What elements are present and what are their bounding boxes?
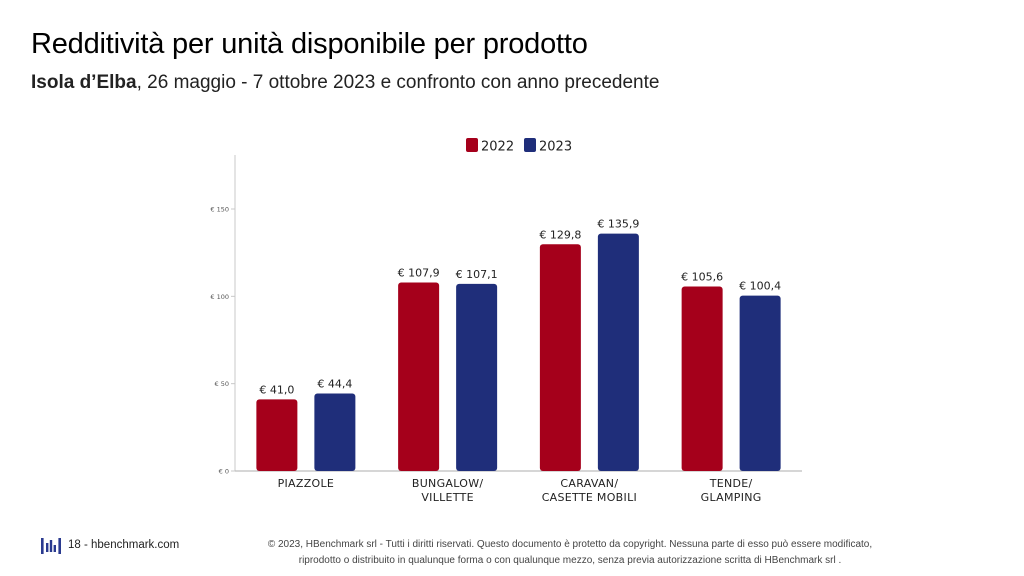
bar-2022-2	[539, 244, 581, 471]
copyright-line-2: riprodotto o distribuito in qualunque fo…	[298, 555, 842, 566]
x-tick-label: CARAVAN/	[560, 477, 618, 490]
copyright-line-1: © 2023, HBenchmark srl - Tutti i diritti…	[267, 539, 873, 550]
y-tick-label: € 50	[215, 380, 229, 388]
data-label: € 107,9	[398, 267, 440, 280]
bar-2022-3	[681, 286, 723, 471]
data-label: € 105,6	[681, 271, 723, 284]
hbenchmark-logo-icon	[41, 538, 61, 554]
subtitle-period: , 26 maggio - 7 ottobre 2023 e confronto…	[136, 72, 660, 93]
x-tick-label: GLAMPING	[701, 491, 762, 504]
subtitle-location: Isola d’Elba	[31, 72, 137, 93]
bar-2023-3	[739, 295, 781, 471]
bar-2022-0	[256, 399, 298, 471]
footer-copyright: © 2023, HBenchmark srl - Tutti i diritti…	[200, 537, 940, 569]
x-tick-label: BUNGALOW/	[412, 477, 484, 490]
x-tick-label: PIAZZOLE	[278, 477, 335, 490]
bar-2023-1	[456, 283, 498, 471]
data-label: € 107,1	[456, 268, 498, 281]
bar-2023-2	[597, 233, 639, 471]
bar-2022-1	[398, 282, 440, 471]
legend-swatch-2022	[466, 138, 478, 152]
legend-label-2022: 2022	[481, 140, 514, 155]
data-label: € 135,9	[597, 218, 639, 231]
footer-page-label: 18 - hbenchmark.com	[68, 539, 180, 551]
bar-2023-0	[314, 393, 356, 471]
y-tick-label: € 0	[219, 468, 229, 476]
y-tick-label: € 150	[210, 206, 229, 214]
x-tick-label: TENDE/	[709, 477, 753, 490]
legend-label-2023: 2023	[539, 140, 572, 155]
data-label: € 129,8	[539, 228, 581, 241]
page-subtitle: Isola d’Elba, 26 maggio - 7 ottobre 2023…	[31, 72, 659, 94]
data-label: € 100,4	[739, 280, 781, 293]
data-label: € 41,0	[259, 383, 294, 396]
y-tick-label: € 100	[210, 293, 229, 301]
data-label: € 44,4	[317, 377, 352, 390]
x-tick-label: VILLETTE	[421, 491, 474, 504]
legend-swatch-2023	[524, 138, 536, 152]
page-title: Redditività per unità disponibile per pr…	[31, 28, 588, 60]
x-tick-label: CASETTE MOBILI	[542, 491, 637, 504]
